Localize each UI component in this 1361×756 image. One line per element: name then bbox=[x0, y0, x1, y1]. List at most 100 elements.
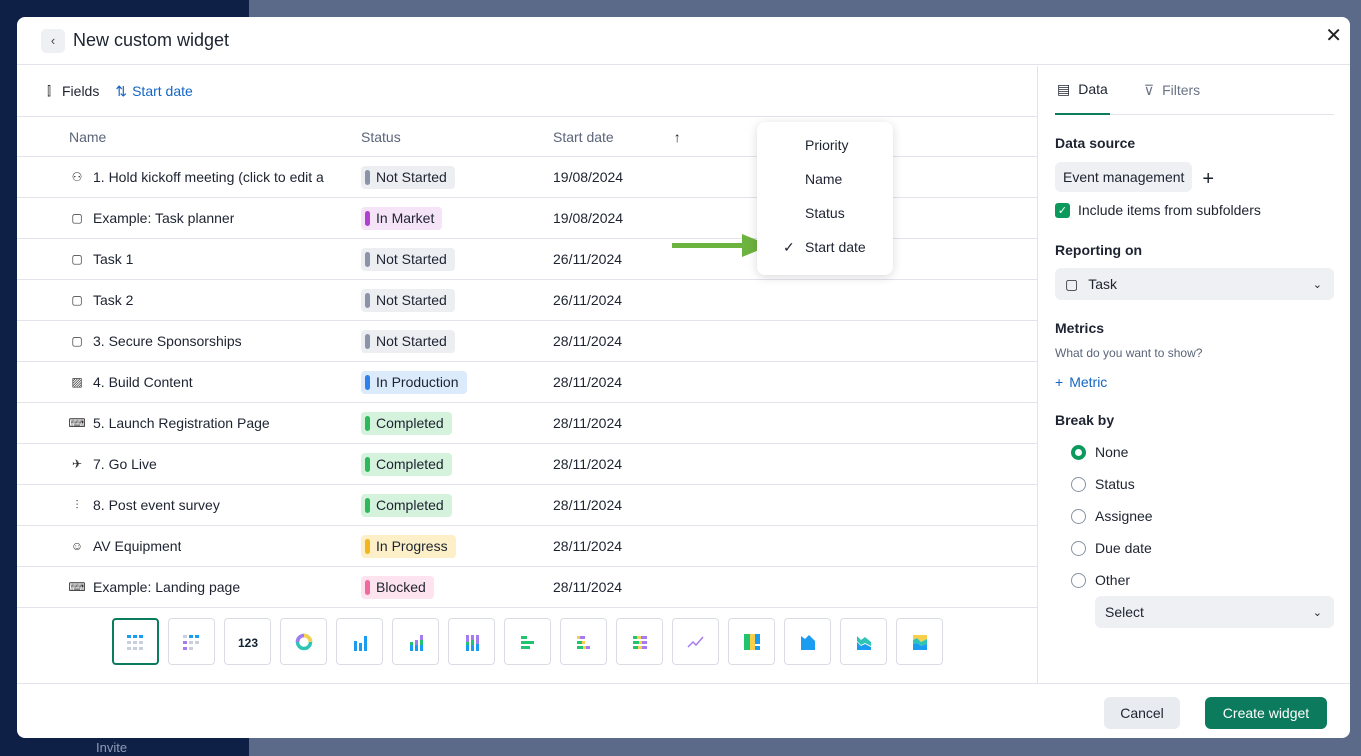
table-row[interactable]: ⌨ 5. Launch Registration Page Completed 2… bbox=[17, 402, 1038, 444]
table-row[interactable]: ▢ 3. Secure Sponsorships Not Started 28/1… bbox=[17, 320, 1038, 362]
status-label: In Market bbox=[376, 210, 435, 226]
person-icon: ☺ bbox=[70, 539, 84, 553]
start-date-cell: 28/11/2024 bbox=[553, 484, 1038, 526]
item-name: 8. Post event survey bbox=[93, 497, 220, 513]
item-name: Example: Landing page bbox=[93, 579, 241, 595]
chart-type-area[interactable] bbox=[784, 618, 831, 665]
item-name: 3. Secure Sponsorships bbox=[93, 333, 242, 349]
chart-type-treemap[interactable] bbox=[728, 618, 775, 665]
svg-text:123: 123 bbox=[237, 636, 257, 650]
sort-option-start-date[interactable]: ✓ Start date bbox=[757, 230, 893, 264]
status-label: Not Started bbox=[376, 333, 447, 349]
chart-type-line[interactable] bbox=[672, 618, 719, 665]
status-badge: In Production bbox=[361, 370, 467, 394]
create-widget-button[interactable]: Create widget bbox=[1205, 697, 1327, 729]
sort-option-status[interactable]: Status bbox=[757, 196, 893, 230]
table-row[interactable]: ⫶ 8. Post event survey Completed 28/11/20… bbox=[17, 484, 1038, 526]
fields-button[interactable]: ⫿ Fields bbox=[41, 83, 99, 99]
break-by-assignee[interactable]: Assignee bbox=[1055, 500, 1334, 532]
task-icon: ▢ bbox=[71, 293, 83, 307]
sort-button[interactable]: ⇅ Start date bbox=[115, 83, 192, 100]
milestone-icon: ⚇ bbox=[71, 170, 83, 184]
start-date-cell: 28/11/2024 bbox=[553, 566, 1038, 608]
chart-type-table[interactable] bbox=[112, 618, 159, 665]
metrics-hint: What do you want to show? bbox=[1055, 346, 1203, 360]
area-chart-icon bbox=[800, 634, 815, 650]
filter-icon: ⊽ bbox=[1143, 81, 1155, 98]
reporting-select[interactable]: ▢ Task ⌄ bbox=[1055, 268, 1334, 300]
table-row[interactable]: ▨ 4. Build Content In Production 28/11/20… bbox=[17, 361, 1038, 403]
table-row[interactable]: ☺ AV Equipment In Progress 28/11/2024 bbox=[17, 525, 1038, 567]
chart-type-donut[interactable] bbox=[280, 618, 327, 665]
chart-type-bar[interactable] bbox=[336, 618, 383, 665]
code-page-icon: ⌨ bbox=[69, 580, 86, 594]
chart-type-stacked-bar-100[interactable] bbox=[448, 618, 495, 665]
data-source-heading: Data source bbox=[1055, 135, 1136, 151]
treemap-chart-icon bbox=[743, 633, 760, 650]
cancel-button[interactable]: Cancel bbox=[1104, 697, 1180, 729]
status-label: Not Started bbox=[376, 251, 447, 267]
break-by-status[interactable]: Status bbox=[1055, 468, 1334, 500]
other-select[interactable]: Select ⌄ bbox=[1095, 596, 1334, 628]
document-icon: ▤ bbox=[1057, 80, 1071, 97]
sort-dropdown-menu: Priority Name Status ✓ Start date bbox=[757, 122, 893, 275]
chart-type-stacked-bar[interactable] bbox=[392, 618, 439, 665]
start-date-cell: 28/11/2024 bbox=[553, 525, 1038, 567]
break-by-other[interactable]: Other bbox=[1055, 564, 1334, 596]
task-icon: ▢ bbox=[71, 252, 83, 266]
status-label: Blocked bbox=[376, 579, 426, 595]
tab-filters-label: Filters bbox=[1162, 82, 1201, 98]
chart-type-horizontal-bar[interactable] bbox=[504, 618, 551, 665]
green-arrow-annotation bbox=[672, 234, 770, 257]
item-name: Task 2 bbox=[93, 292, 134, 308]
chart-type-number[interactable]: 123 bbox=[224, 618, 271, 665]
radio-icon bbox=[1071, 540, 1086, 556]
horizontal-bar-chart-icon bbox=[520, 635, 534, 649]
header-status[interactable]: Status bbox=[361, 116, 553, 157]
start-date-cell: 28/11/2024 bbox=[553, 361, 1038, 403]
chart-type-stacked-area-100[interactable] bbox=[896, 618, 943, 665]
status-badge: Completed bbox=[361, 411, 452, 435]
table-row[interactable]: ⌨ Example: Landing page Blocked 28/11/202… bbox=[17, 566, 1038, 608]
chart-type-stacked-horizontal-bar[interactable] bbox=[560, 618, 607, 665]
sort-option-label: Start date bbox=[805, 239, 866, 255]
include-subfolders-checkbox[interactable]: ✓ Include items from subfolders bbox=[1055, 202, 1334, 218]
radio-label: Status bbox=[1095, 476, 1135, 492]
sort-option-label: Status bbox=[805, 205, 845, 221]
back-button[interactable]: ‹ bbox=[41, 28, 65, 53]
sort-option-priority[interactable]: Priority bbox=[757, 128, 893, 162]
start-date-cell: 26/11/2024 bbox=[553, 279, 1038, 321]
chart-type-stacked-horizontal-bar-100[interactable] bbox=[616, 618, 663, 665]
add-source-icon[interactable]: + bbox=[1202, 168, 1215, 190]
status-label: Not Started bbox=[376, 169, 447, 185]
settings-panel: ▤ Data ⊽ Filters Data source Event managem… bbox=[1039, 66, 1350, 683]
sort-option-name[interactable]: Name bbox=[757, 162, 893, 196]
header-name[interactable]: Name bbox=[17, 116, 361, 157]
close-icon[interactable]: ✕ bbox=[1325, 25, 1342, 47]
add-metric-button[interactable]: + Metric bbox=[1055, 374, 1334, 390]
chart-type-stacked-area[interactable] bbox=[840, 618, 887, 665]
break-by-options: None Status Assignee Due date Other bbox=[1055, 436, 1334, 596]
status-label: In Production bbox=[376, 374, 459, 390]
image-icon: ▨ bbox=[71, 375, 83, 389]
item-name: 7. Go Live bbox=[93, 456, 157, 472]
table-row[interactable]: ✈ 7. Go Live Completed 28/11/2024 bbox=[17, 443, 1038, 485]
pivot-table-chart-icon bbox=[182, 634, 199, 650]
chart-type-pivot-table[interactable] bbox=[168, 618, 215, 665]
status-badge: Not Started bbox=[361, 329, 455, 353]
table-row[interactable]: ▢ Task 2 Not Started 26/11/2024 bbox=[17, 279, 1038, 321]
metrics-heading: Metrics bbox=[1055, 320, 1105, 336]
item-name: Example: Task planner bbox=[93, 210, 235, 226]
tab-data-label: Data bbox=[1078, 81, 1108, 97]
include-subfolders-label: Include items from subfolders bbox=[1078, 202, 1261, 218]
break-by-none[interactable]: None bbox=[1055, 436, 1334, 468]
stacked-area-100-chart-icon bbox=[912, 634, 927, 650]
data-source-chip[interactable]: Event management bbox=[1055, 162, 1193, 192]
tab-filters[interactable]: ⊽ Filters bbox=[1142, 66, 1202, 115]
fields-label: Fields bbox=[62, 83, 100, 99]
stacked-horizontal-bar-100-chart-icon bbox=[632, 635, 647, 649]
bar-chart-icon bbox=[353, 635, 367, 651]
break-by-due-date[interactable]: Due date bbox=[1055, 532, 1334, 564]
tab-data[interactable]: ▤ Data bbox=[1055, 66, 1110, 115]
task-icon: ▢ bbox=[71, 211, 83, 225]
